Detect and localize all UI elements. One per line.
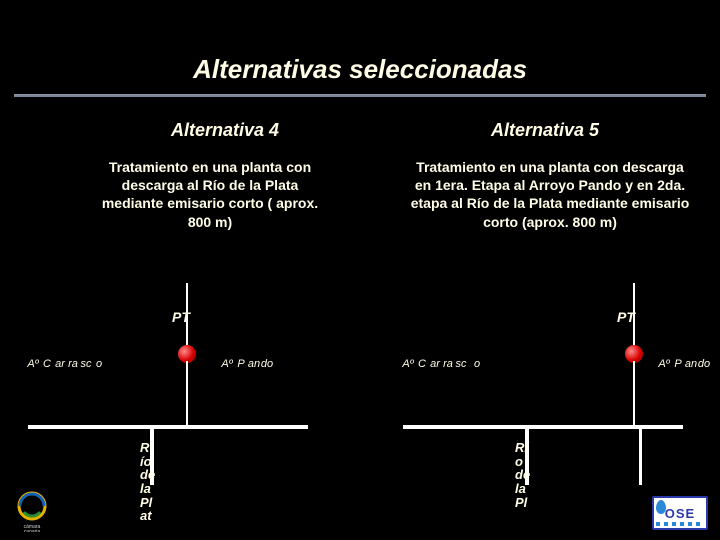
pando-label: an [247, 359, 261, 371]
pt-label: PT [617, 309, 635, 325]
pando-label: P [234, 359, 248, 371]
pando-drop [639, 425, 642, 485]
carrasco-label: sc [79, 359, 93, 371]
pando-label: Aº [220, 359, 234, 371]
carrasco-label: ar [53, 359, 67, 371]
title-divider [14, 94, 706, 97]
wave-icon [656, 522, 704, 526]
coast-line [28, 425, 308, 429]
water-drop-icon [656, 500, 666, 514]
carrasco-label: o [92, 359, 106, 371]
ose-logo-text: OSE [665, 506, 695, 521]
alt4-description: Tratamiento en una planta con descarga a… [90, 158, 330, 231]
page-title: Alternativas seleccionadas [0, 54, 720, 85]
carrasco-label: ra [441, 359, 455, 371]
pando-label: P [671, 359, 685, 371]
pando-label: an [684, 359, 698, 371]
pando-label: do [697, 359, 711, 371]
carrasco-label: ar [428, 359, 442, 371]
alt5-description: Tratamiento en una planta con descarga e… [410, 158, 690, 231]
rio-plata-label: R ío de la Pl at [140, 441, 170, 523]
svg-text:canaria: canaria [24, 529, 41, 532]
alt5-diagram: PT Aº C ar ra sc o Aº P an do Rí o de la… [385, 295, 705, 495]
pt-pipe [633, 361, 635, 425]
carrasco-label: ra [66, 359, 80, 371]
carrasco-label: Aº [26, 359, 40, 371]
carrasco-label: C [415, 359, 429, 371]
alt5-heading: Alternativa 5 [440, 120, 650, 141]
pando-label: Aº [657, 359, 671, 371]
camara-canaria-logo: cámara canaria [10, 488, 54, 532]
pt-pipe [186, 361, 188, 425]
rio-plata-label: Rí o de la Pl [515, 441, 545, 509]
carrasco-label: C [40, 359, 54, 371]
alt4-diagram: PT Aº C ar ra sc o Aº P an do R ío de la… [10, 295, 330, 495]
ose-logo: OSE [652, 496, 708, 530]
carrasco-label: Aº [401, 359, 415, 371]
alt4-heading: Alternativa 4 [120, 120, 330, 141]
carrasco-label: o [470, 359, 484, 371]
pando-label: do [260, 359, 274, 371]
carrasco-label: sc [454, 359, 468, 371]
pt-label: PT [172, 309, 190, 325]
